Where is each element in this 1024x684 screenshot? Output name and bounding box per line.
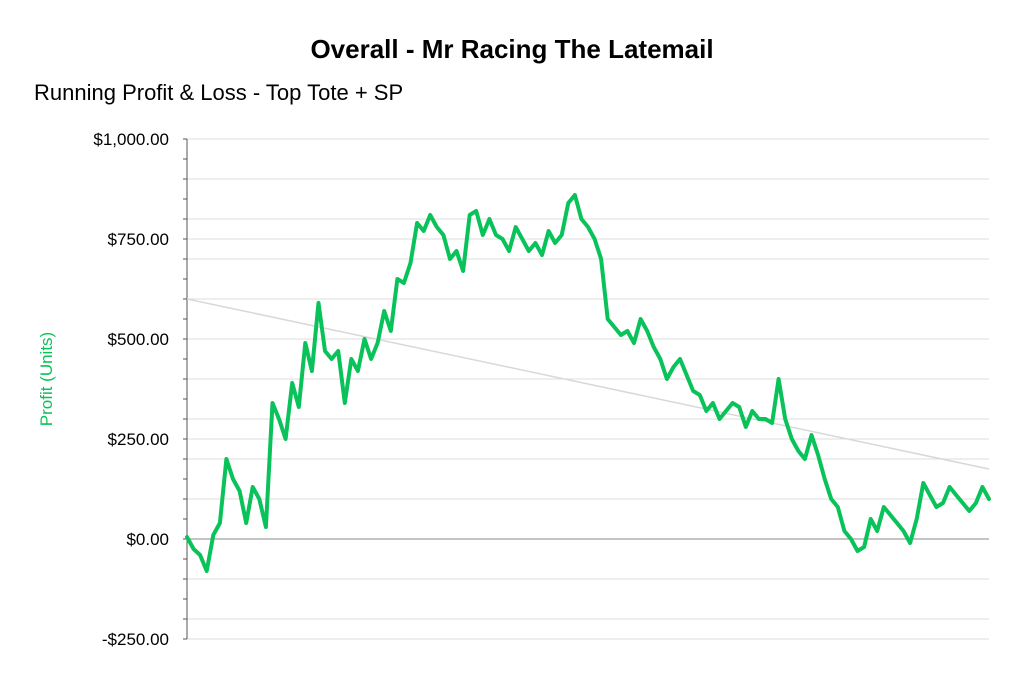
y-tick-label: $500.00 (108, 330, 169, 349)
y-tick-label: $1,000.00 (93, 130, 169, 149)
chart-title: Overall - Mr Racing The Latemail (310, 34, 714, 64)
y-tick-labels: -$250.00 $0.00 $250.00 $500.00 $750.00 $1,000… (93, 130, 169, 649)
y-tick-label: $0.00 (126, 530, 169, 549)
series-line-profit (185, 193, 991, 573)
y-tick-label: -$250.00 (102, 630, 169, 649)
axes (183, 138, 989, 640)
y-tick-label: $250.00 (108, 430, 169, 449)
chart-subtitle: Running Profit & Loss - Top Tote + SP (34, 80, 404, 105)
y-tick-label: $750.00 (108, 230, 169, 249)
trend-line (186, 298, 990, 470)
y-axis-label: Profit (Units) (37, 332, 56, 426)
grid-lines (187, 138, 989, 640)
